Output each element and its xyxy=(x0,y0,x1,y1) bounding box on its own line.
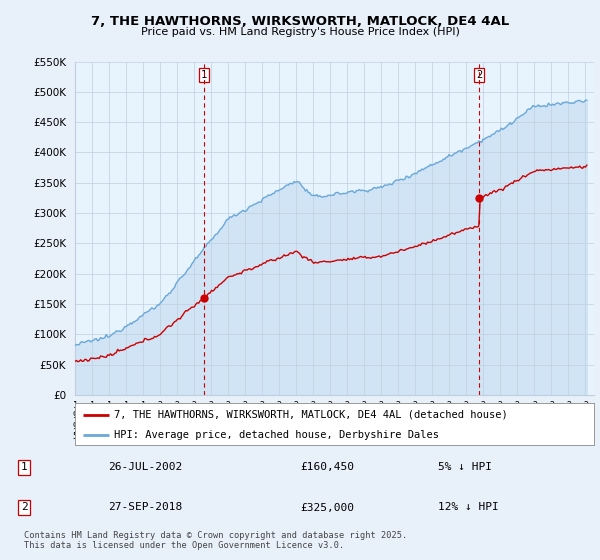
Text: 1: 1 xyxy=(20,463,28,473)
Text: £160,450: £160,450 xyxy=(300,463,354,473)
Text: 2: 2 xyxy=(20,502,28,512)
Text: 7, THE HAWTHORNS, WIRKSWORTH, MATLOCK, DE4 4AL: 7, THE HAWTHORNS, WIRKSWORTH, MATLOCK, D… xyxy=(91,15,509,28)
Text: HPI: Average price, detached house, Derbyshire Dales: HPI: Average price, detached house, Derb… xyxy=(114,430,439,440)
Text: 2: 2 xyxy=(476,70,482,80)
Text: 5% ↓ HPI: 5% ↓ HPI xyxy=(438,463,492,473)
Text: 7, THE HAWTHORNS, WIRKSWORTH, MATLOCK, DE4 4AL (detached house): 7, THE HAWTHORNS, WIRKSWORTH, MATLOCK, D… xyxy=(114,410,508,420)
Text: £325,000: £325,000 xyxy=(300,502,354,512)
Text: Contains HM Land Registry data © Crown copyright and database right 2025.
This d: Contains HM Land Registry data © Crown c… xyxy=(24,530,407,550)
Text: 1: 1 xyxy=(200,70,207,80)
Text: 27-SEP-2018: 27-SEP-2018 xyxy=(108,502,182,512)
Text: 12% ↓ HPI: 12% ↓ HPI xyxy=(438,502,499,512)
Text: Price paid vs. HM Land Registry's House Price Index (HPI): Price paid vs. HM Land Registry's House … xyxy=(140,27,460,38)
Text: 26-JUL-2002: 26-JUL-2002 xyxy=(108,463,182,473)
